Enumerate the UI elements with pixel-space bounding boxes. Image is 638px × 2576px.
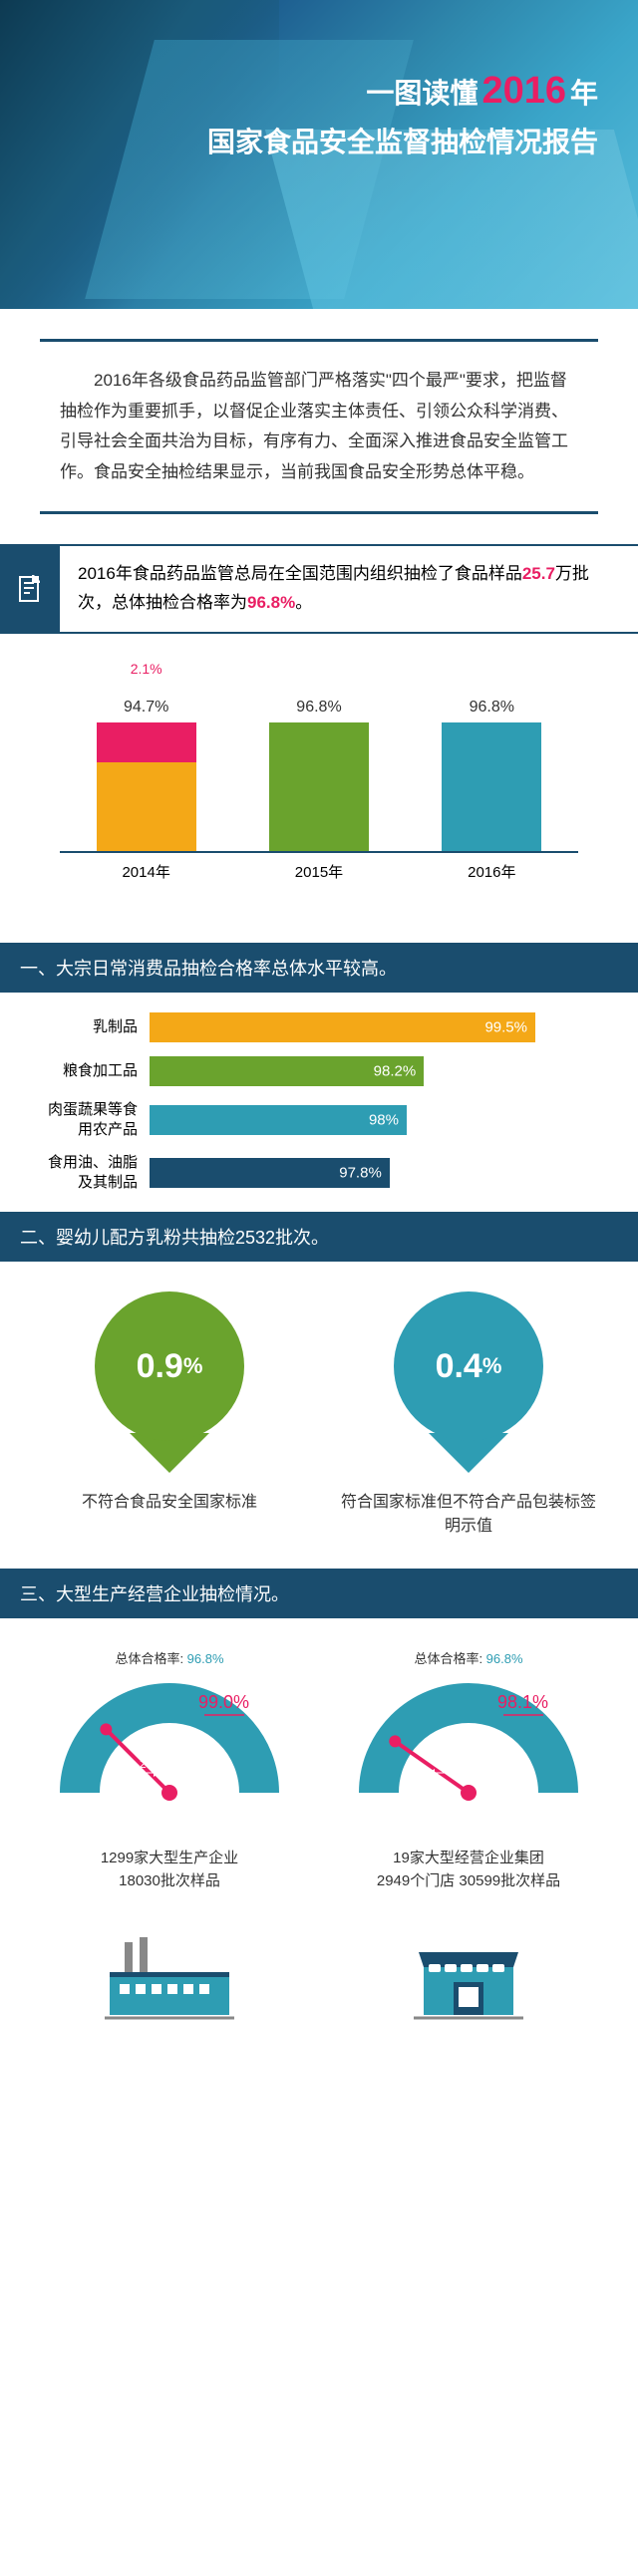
stat-rate: 96.8% [247,593,295,612]
gauge-total: 总体合格率: 96.8% [329,1648,608,1667]
section1-hbar-chart: 乳制品99.5%粮食加工品98.2%肉蛋蔬果等食用农产品98%食用油、油脂及其制… [40,1012,598,1192]
arrow-block: 0.4% 符合国家标准但不符合产品包装标签明示值 [339,1291,598,1539]
year-bar: 2.1%94.7% [97,722,196,851]
arrow-circle: 0.4% [394,1291,543,1441]
hbar-label: 肉蛋蔬果等食用农产品 [40,1100,150,1139]
stat-row: 2016年食品药品监管总局在全国范围内组织抽检了食品样品25.7万批次，总体抽检… [0,544,638,634]
year-label: 2016年 [442,861,541,882]
header-banner: 一图读懂2016年 国家食品安全监督抽检情况报告 [0,0,638,309]
hbar-row: 乳制品99.5% [40,1012,598,1042]
header-line1-pre: 一图读懂 [366,78,478,109]
arrow-block: 0.9% 不符合食品安全国家标准 [40,1291,299,1539]
stat-pre: 2016年食品药品监管总局在全国范围内组织抽检了食品样品 [78,564,522,583]
factory-icon [100,1922,239,2022]
year-bar: 96.8% [442,722,541,851]
header-year: 2016 [481,70,566,112]
hbar-row: 粮食加工品98.2% [40,1056,598,1086]
hbar-row: 肉蛋蔬果等食用农产品98% [40,1100,598,1139]
gauge-svg: 98.1% 1.3% [349,1673,588,1833]
hbar-bar: 99.5% [150,1012,535,1042]
year-label: 2014年 [97,861,196,882]
year-bar: 96.8% [269,722,369,851]
stat-post: 。 [295,593,312,612]
svg-text:99.0%: 99.0% [198,1692,249,1712]
hbar-bar: 98.2% [150,1056,424,1086]
gauge-desc: 1299家大型生产企业18030批次样品 [30,1848,309,1892]
gauge-svg: 99.0% 2.2% [50,1673,289,1833]
gauge-block: 总体合格率: 96.8% 99.0% 2.2% 1299家大型生产企业18030… [30,1648,309,1892]
building-icons-row [20,1922,618,2022]
year-label: 2015年 [269,861,369,882]
header-line2: 国家食品安全监督抽检情况报告 [207,121,598,160]
hbar-label: 粮食加工品 [40,1061,150,1081]
hbar-bar: 97.8% [150,1158,390,1188]
yearly-bar-chart: 2.1%94.7% 96.8% 96.8% 2014年 2015年 2016年 [60,664,578,903]
hbar-bar: 98% [150,1105,407,1135]
section3-gauges: 总体合格率: 96.8% 99.0% 2.2% 1299家大型生产企业18030… [20,1648,618,1892]
store-icon [399,1922,538,2022]
stat-text: 2016年食品药品监管总局在全国范围内组织抽检了食品样品25.7万批次，总体抽检… [60,544,638,634]
section2-arrows: 0.9% 不符合食品安全国家标准 0.4% 符合国家标准但不符合产品包装标签明示值 [20,1291,618,1539]
gauge-block: 总体合格率: 96.8% 98.1% 1.3% 19家大型经营企业集团2949个… [329,1648,608,1892]
header-line1-post: 年 [570,78,598,109]
intro-text: 2016年各级食品药品监管部门严格落实"四个最严"要求，把监督抽检作为重要抓手，… [40,339,598,514]
arrow-text: 不符合食品安全国家标准 [40,1491,299,1515]
arrow-text: 符合国家标准但不符合产品包装标签明示值 [339,1491,598,1539]
section1-header: 一、大宗日常消费品抽检合格率总体水平较高。 [0,943,638,993]
hbar-label: 食用油、油脂及其制品 [40,1153,150,1192]
header-title: 一图读懂2016年 国家食品安全监督抽检情况报告 [207,70,598,160]
hbar-label: 乳制品 [40,1017,150,1037]
document-icon [0,544,60,634]
gauge-total: 总体合格率: 96.8% [30,1648,309,1667]
svg-text:1.3%: 1.3% [439,1757,467,1771]
arrow-circle: 0.9% [95,1291,244,1441]
svg-text:98.1%: 98.1% [497,1692,548,1712]
hbar-row: 食用油、油脂及其制品97.8% [40,1153,598,1192]
svg-text:2.2%: 2.2% [140,1757,167,1771]
stat-count: 25.7 [522,564,555,583]
section3-header: 三、大型生产经营企业抽检情况。 [0,1569,638,1618]
section2-header: 二、婴幼儿配方乳粉共抽检2532批次。 [0,1212,638,1262]
gauge-desc: 19家大型经营企业集团2949个门店 30599批次样品 [329,1848,608,1892]
